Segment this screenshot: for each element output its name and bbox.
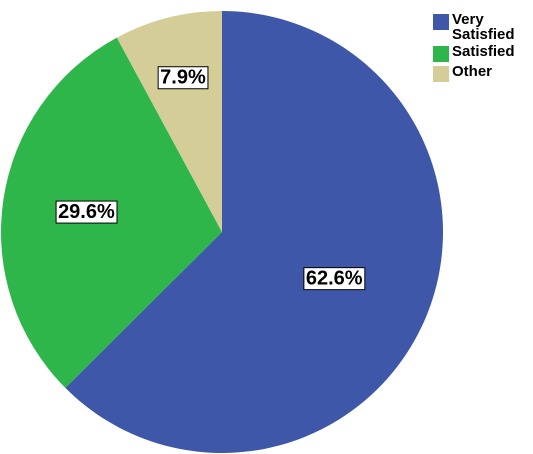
legend-label-satisfied: Satisfied [452, 43, 515, 60]
data-labels-layer: 62.6% 29.6% 7.9% [55, 66, 366, 291]
slices-layer [1, 11, 443, 454]
legend-item-very-satisfied: Very Satisfied [433, 12, 533, 42]
legend: Very Satisfied Satisfied Other [433, 12, 533, 84]
legend-label-other: Other [452, 63, 493, 80]
data-label-other: 7.9% [157, 66, 209, 90]
legend-swatch-satisfied [433, 46, 449, 62]
data-label-box [303, 267, 366, 291]
data-label-box [157, 66, 209, 90]
legend-item-other: Other [433, 64, 533, 82]
data-label-satisfied: 29.6% [55, 200, 118, 224]
data-label-text: 7.9% [160, 67, 206, 89]
data-label-box [55, 200, 118, 224]
legend-item-satisfied: Satisfied [433, 44, 533, 62]
legend-label-line: Satisfied [452, 26, 515, 43]
data-label-text: 62.6% [306, 268, 363, 290]
legend-label-line: Very [452, 11, 484, 28]
legend-swatch-very-satisfied [433, 14, 449, 30]
data-label-text: 29.6% [58, 201, 115, 223]
pie-slice-very-satisfied [65, 11, 443, 454]
legend-swatch-other [433, 66, 449, 82]
legend-label-very-satisfied: Very Satisfied [452, 12, 515, 42]
data-label-very-satisfied: 62.6% [303, 267, 366, 291]
